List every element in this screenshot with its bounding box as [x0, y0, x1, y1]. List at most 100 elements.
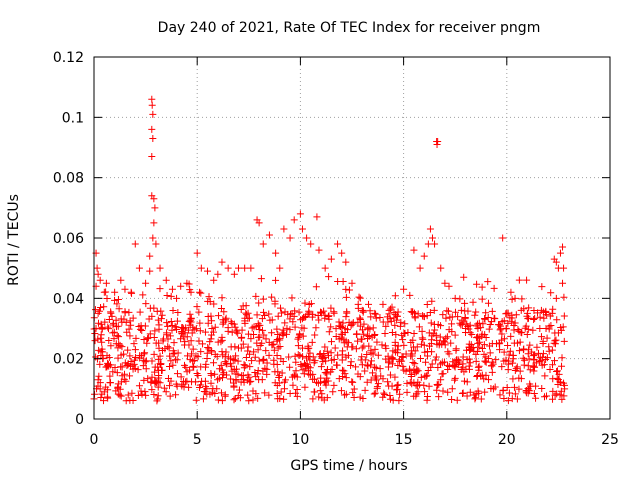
data-point	[254, 333, 262, 341]
data-point	[371, 374, 379, 382]
data-point	[428, 234, 436, 242]
data-point	[523, 330, 531, 338]
data-point	[482, 358, 490, 366]
data-point	[246, 363, 254, 371]
data-point	[291, 323, 299, 331]
data-point	[484, 313, 492, 321]
data-point	[231, 323, 239, 331]
data-point	[161, 345, 169, 353]
data-point	[452, 357, 460, 365]
data-point	[298, 344, 306, 352]
data-point	[439, 311, 447, 319]
data-point	[102, 383, 110, 391]
data-point	[381, 390, 389, 398]
data-point	[296, 330, 304, 338]
data-point	[297, 360, 305, 368]
data-point	[553, 316, 561, 324]
data-point	[151, 204, 159, 212]
data-point	[166, 392, 174, 400]
data-point	[136, 354, 144, 362]
data-point	[433, 140, 441, 148]
data-point	[343, 309, 351, 317]
data-point	[239, 340, 247, 348]
data-point	[358, 306, 366, 314]
data-point	[472, 308, 480, 316]
data-point	[315, 393, 323, 401]
data-point	[401, 329, 409, 337]
data-point	[157, 315, 165, 323]
data-point	[420, 252, 428, 260]
data-point	[401, 320, 409, 328]
data-point	[221, 392, 229, 400]
data-point	[205, 293, 213, 301]
data-point	[114, 383, 122, 391]
data-point	[381, 329, 389, 337]
data-point	[441, 341, 449, 349]
data-point	[348, 279, 356, 287]
data-point	[517, 306, 525, 314]
data-point	[347, 358, 355, 366]
data-point	[283, 324, 291, 332]
data-point	[252, 292, 260, 300]
data-point	[333, 361, 341, 369]
data-point	[439, 387, 447, 395]
data-point	[511, 366, 519, 374]
data-point	[135, 264, 143, 272]
data-point	[214, 270, 222, 278]
data-point	[560, 392, 568, 400]
data-point	[301, 362, 309, 370]
data-point	[308, 338, 316, 346]
data-point	[156, 285, 164, 293]
data-point	[292, 358, 300, 366]
data-point	[163, 331, 171, 339]
data-point	[186, 356, 194, 364]
data-point	[280, 385, 288, 393]
data-point	[286, 315, 294, 323]
data-point	[171, 323, 179, 331]
data-point	[323, 366, 331, 374]
data-point	[528, 348, 536, 356]
data-point	[359, 394, 367, 402]
data-point	[96, 360, 104, 368]
data-point	[141, 358, 149, 366]
data-point	[139, 291, 147, 299]
data-point	[468, 331, 476, 339]
data-point	[432, 353, 440, 361]
data-point	[376, 365, 384, 373]
data-point	[340, 391, 348, 399]
data-point	[211, 370, 219, 378]
data-point	[376, 314, 384, 322]
data-point	[365, 342, 373, 350]
data-point	[153, 397, 161, 405]
data-point	[525, 386, 533, 394]
data-point	[255, 299, 263, 307]
data-point	[418, 334, 426, 342]
data-point	[478, 295, 486, 303]
data-point	[530, 356, 538, 364]
data-point	[103, 295, 111, 303]
y-tick-label: 0.1	[62, 110, 84, 126]
data-point	[150, 219, 158, 227]
data-point	[134, 392, 142, 400]
data-point	[512, 365, 520, 373]
data-point	[250, 348, 258, 356]
data-point	[507, 288, 515, 296]
data-point	[323, 347, 331, 355]
data-point	[342, 293, 350, 301]
data-point	[151, 327, 159, 335]
data-point	[224, 324, 232, 332]
data-point	[444, 307, 452, 315]
data-point	[221, 353, 229, 361]
data-point	[400, 285, 408, 293]
data-point	[433, 380, 441, 388]
data-point	[475, 362, 483, 370]
data-point	[434, 364, 442, 372]
data-point	[186, 310, 194, 318]
data-point	[547, 322, 555, 330]
data-point	[104, 359, 112, 367]
data-point	[130, 340, 138, 348]
data-point	[112, 340, 120, 348]
data-point	[407, 339, 415, 347]
data-point	[433, 336, 441, 344]
data-point	[95, 319, 103, 327]
